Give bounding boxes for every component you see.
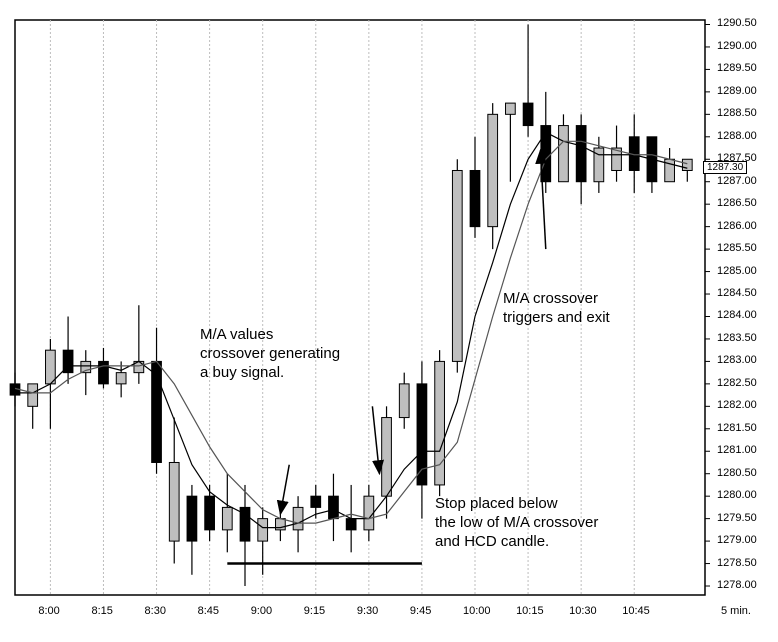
candle-body [205, 496, 215, 530]
timeframe-label: 5 min. [721, 605, 751, 617]
chart-svg [0, 0, 778, 642]
ann-buy-signal: M/A values crossover generating a buy si… [200, 326, 340, 382]
candle-body [346, 519, 356, 530]
candle-body [169, 462, 179, 541]
y-axis-label: 1284.50 [717, 287, 757, 299]
candle-body [329, 496, 339, 518]
candle-body [488, 114, 498, 226]
x-axis-label: 10:15 [516, 605, 544, 617]
y-axis-label: 1288.00 [717, 130, 757, 142]
candle-body [523, 103, 533, 125]
y-axis-label: 1280.00 [717, 489, 757, 501]
y-axis-label: 1281.50 [717, 422, 757, 434]
candle-body [682, 159, 692, 170]
y-axis-label: 1278.00 [717, 579, 757, 591]
candle-body [258, 519, 268, 541]
candle-body [576, 126, 586, 182]
y-axis-label: 1281.00 [717, 444, 757, 456]
y-axis-label: 1290.00 [717, 40, 757, 52]
candle-body [382, 418, 392, 497]
x-axis-label: 9:15 [304, 605, 325, 617]
ann-exit: M/A crossover triggers and exit [503, 290, 610, 328]
y-axis-label: 1284.00 [717, 309, 757, 321]
x-axis-label: 9:45 [410, 605, 431, 617]
candle-body [364, 496, 374, 530]
y-axis-label: 1285.50 [717, 242, 757, 254]
y-axis-label: 1288.50 [717, 107, 757, 119]
candle-body [116, 373, 126, 384]
y-axis-label: 1282.00 [717, 399, 757, 411]
x-axis-label: 9:30 [357, 605, 378, 617]
candle-body [435, 361, 445, 485]
x-axis-label: 10:30 [569, 605, 597, 617]
candle-body [399, 384, 409, 418]
x-axis-label: 9:00 [251, 605, 272, 617]
y-axis-label: 1285.00 [717, 265, 757, 277]
candle-body [506, 103, 516, 114]
y-axis-label: 1283.50 [717, 332, 757, 344]
x-axis-label: 8:30 [145, 605, 166, 617]
x-axis-label: 10:00 [463, 605, 491, 617]
candle-body [99, 361, 109, 383]
x-axis-label: 8:00 [38, 605, 59, 617]
y-axis-label: 1289.00 [717, 85, 757, 97]
candle-body [452, 170, 462, 361]
candle-body [559, 126, 569, 182]
y-axis-label: 1286.00 [717, 220, 757, 232]
y-axis-label: 1279.00 [717, 534, 757, 546]
x-axis-label: 8:15 [91, 605, 112, 617]
candle-body [293, 507, 303, 529]
candle-body [28, 384, 38, 406]
x-axis-label: 10:45 [622, 605, 650, 617]
y-axis-label: 1279.50 [717, 512, 757, 524]
candle-body [311, 496, 321, 507]
y-axis-label: 1278.50 [717, 557, 757, 569]
y-axis-label: 1287.00 [717, 175, 757, 187]
x-axis-label: 8:45 [198, 605, 219, 617]
candle-body [470, 170, 480, 226]
ann-stop: Stop placed below the low of M/A crossov… [435, 495, 598, 551]
candle-body [152, 361, 162, 462]
candle-body [46, 350, 56, 384]
candle-body [187, 496, 197, 541]
y-axis-label: 1286.50 [717, 197, 757, 209]
y-axis-label: 1280.50 [717, 467, 757, 479]
y-axis-label: 1282.50 [717, 377, 757, 389]
chart-container: ESH6 O: 1278.25 H: 1290.50 L: 1277.25 C:… [0, 0, 778, 642]
y-axis-label: 1290.50 [717, 17, 757, 29]
price-tag: 1287.30 [703, 161, 747, 174]
y-axis-label: 1283.00 [717, 354, 757, 366]
candle-body [222, 507, 232, 529]
y-axis-label: 1289.50 [717, 62, 757, 74]
